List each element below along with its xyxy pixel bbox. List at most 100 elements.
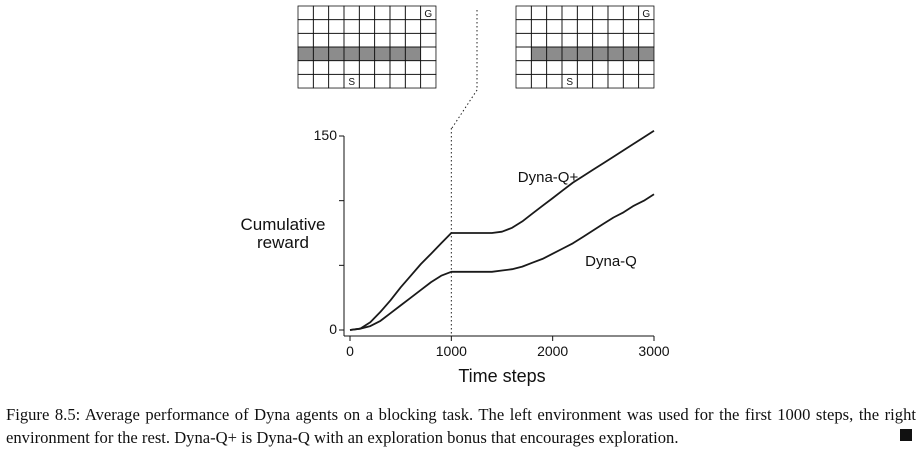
grid-cell: [607, 19, 624, 34]
grid-cell: [312, 19, 330, 34]
y-axis-label-line-2: reward: [257, 233, 309, 252]
grid-cell: [358, 5, 376, 21]
grid-cell: [622, 19, 640, 34]
series-label-dyna-q: Dyna-Q: [585, 253, 637, 270]
goal-cell-label: G: [642, 9, 650, 20]
start-cell-label: S: [566, 77, 573, 88]
grid-cell: [374, 32, 391, 48]
grid-cell: [561, 5, 578, 21]
grid-cell: [297, 5, 314, 21]
grid-cell: [592, 19, 609, 34]
grid-cell: [328, 32, 345, 48]
grid-cell: [576, 60, 594, 75]
grid-cell: [638, 19, 655, 34]
grid-cell: [561, 32, 578, 48]
x-axis-ticks: 0 1000 2000 3000: [346, 336, 670, 359]
grid-cell: [297, 32, 314, 48]
grid-cell: [638, 60, 655, 75]
y-tick-label: 150: [314, 127, 338, 143]
grid-cell: [592, 60, 609, 75]
gridworld-left: SG: [297, 5, 437, 89]
line-chart: 0 1000 2000 3000 0 150 Time steps Cumulative…: [240, 127, 669, 386]
gridworld-right: SG: [515, 5, 655, 89]
x-tick-label: 2000: [537, 343, 568, 359]
x-tick-label: 0: [346, 343, 354, 359]
grid-cell: [328, 5, 345, 21]
grid-cell: [420, 73, 437, 89]
grid-cell: [312, 32, 330, 48]
grid-cell: [420, 60, 437, 75]
grid-cell: [312, 73, 330, 89]
grid-cell: [404, 19, 422, 34]
y-tick-label: 0: [329, 321, 337, 337]
grid-cell: [546, 60, 563, 75]
grid-cell: [515, 73, 532, 89]
grid-cell: [561, 60, 578, 75]
grid-cell: [546, 5, 563, 21]
grid-cell: [404, 32, 422, 48]
series-line-dyna-q-plus: [349, 130, 655, 331]
grid-cell: [561, 19, 578, 34]
grid-cell: [622, 32, 640, 48]
grid-cell: [546, 19, 563, 34]
grid-cell: [374, 60, 391, 75]
grid-cell: [622, 73, 640, 89]
grid-cell: [389, 73, 406, 89]
grid-cell: [343, 5, 360, 21]
grid-cell: [530, 60, 548, 75]
grid-cell: [328, 60, 345, 75]
grid-cell: [358, 19, 376, 34]
grid-cell: [576, 19, 594, 34]
grid-cell: [389, 60, 406, 75]
y-axis-ticks: 0 150: [314, 127, 344, 337]
grid-cell: [312, 5, 330, 21]
grid-cell: [343, 60, 360, 75]
x-tick-label: 3000: [638, 343, 669, 359]
grid-cell: [358, 60, 376, 75]
grid-cell: [530, 19, 548, 34]
grid-cell: [358, 73, 376, 89]
series-label-dyna-q-plus: Dyna-Q+: [518, 169, 579, 186]
grid-cell: [420, 19, 437, 34]
environment-switch-connector: [451, 10, 478, 129]
grid-cell: [576, 32, 594, 48]
grid-cell: [374, 5, 391, 21]
grid-cell: [358, 32, 376, 48]
grid-cell: [343, 19, 360, 34]
grid-cell: [607, 60, 624, 75]
grid-cell: [515, 46, 532, 62]
grid-cell: [374, 73, 391, 89]
grid-cell: [592, 5, 609, 21]
grid-cell: [515, 32, 532, 48]
grid-cell: [530, 32, 548, 48]
grid-cell: [343, 32, 360, 48]
series-lines: [349, 130, 655, 331]
grid-cell: [312, 60, 330, 75]
grid-cell: [389, 32, 406, 48]
grid-cell: [607, 32, 624, 48]
grid-cell: [607, 5, 624, 21]
grid-cell: [389, 19, 406, 34]
grid-cell: [297, 60, 314, 75]
grid-cell: [576, 5, 594, 21]
grid-cell: [592, 32, 609, 48]
start-cell-label: S: [348, 77, 355, 88]
grid-cell: [607, 73, 624, 89]
grid-cell: [328, 73, 345, 89]
grid-cell: [515, 60, 532, 75]
y-axis-label-line-1: Cumulative: [240, 215, 325, 234]
grid-cell: [622, 60, 640, 75]
grid-cell: [389, 5, 406, 21]
grid-cell: [420, 32, 437, 48]
goal-cell-label: G: [424, 9, 432, 20]
end-of-figure-square-icon: [900, 429, 912, 441]
grid-cell: [546, 32, 563, 48]
grid-cell: [622, 5, 640, 21]
grid-cell: [546, 73, 563, 89]
grid-cell: [420, 46, 437, 62]
x-tick-label: 1000: [436, 343, 467, 359]
grid-cell: [515, 19, 532, 34]
grid-cell: [576, 73, 594, 89]
grid-cell: [515, 5, 532, 21]
